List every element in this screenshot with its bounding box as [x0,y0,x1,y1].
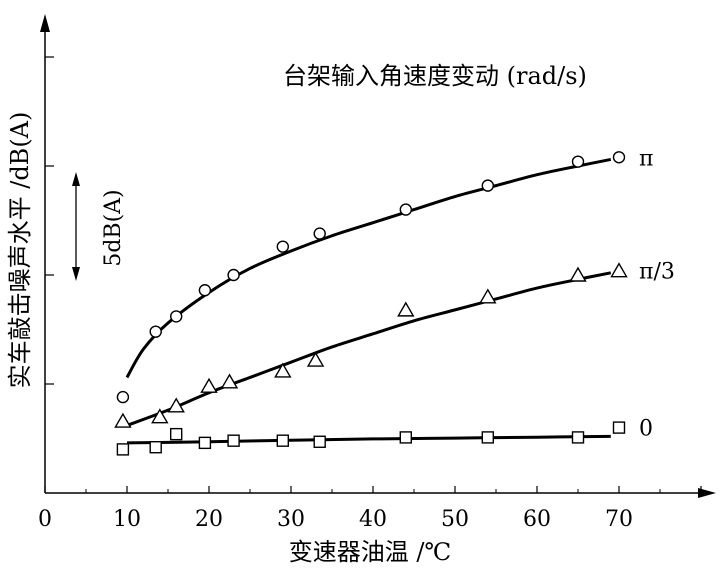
x-tick-label: 60 [523,507,551,532]
data-point-zero [313,435,326,448]
data-point-zero [169,427,183,441]
data-point-zero [198,436,212,450]
x-tick-label: 70 [605,507,633,532]
data-point-pi [169,310,183,323]
data-point-pi [612,151,626,164]
data-point-pi [198,284,212,297]
x-axis-title: 变速器油温 /℃ [289,538,452,566]
data-point-pi-over-3 [220,373,239,389]
fit-curve-pi [125,157,612,379]
data-point-zero [227,434,240,447]
fit-curve-pi-over-3 [126,271,612,427]
data-point-pi-over-3 [610,262,628,278]
data-point-pi [399,203,412,216]
axes [40,14,716,498]
data-point-zero [116,443,130,456]
data-point-pi-over-3 [306,351,325,367]
data-markers: π π/3 0 [114,146,675,456]
data-point-pi-over-3 [479,288,497,304]
fit-curves [125,157,612,445]
data-point-pi [313,227,326,240]
y-axis-title: 实车敲击噪声水平 /dB(A) [6,112,34,389]
data-point-pi-over-3 [200,377,218,393]
x-tick-label: 0 [38,507,52,532]
data-point-pi-over-3 [151,408,169,424]
data-point-pi-over-3 [569,266,587,282]
x-axis-arrow [698,488,716,498]
x-tick-label: 10 [113,507,141,532]
data-point-pi [571,155,585,168]
scale-bar-arrow-up [72,172,80,186]
series-label-pi-over-3: π/3 [639,260,675,285]
series-label-zero: 0 [639,417,653,442]
data-point-pi-over-3 [397,301,415,317]
data-point-pi [116,390,130,404]
x-tick-label: 20 [195,507,223,532]
x-tick-label: 40 [359,507,387,532]
data-point-zero [481,431,494,444]
data-point-pi-over-3 [167,397,185,413]
x-tick-label: 30 [277,507,305,532]
data-point-zero [149,441,162,454]
data-point-zero [612,421,626,434]
data-point-zero [399,431,412,444]
data-point-zero [276,434,289,447]
scale-bar-arrow-down [72,267,80,281]
data-point-zero [571,431,585,444]
legend-title: 台架输入角速度变动 (rad/s) [283,62,587,90]
scale-bar [72,172,80,281]
data-point-pi-over-3 [274,362,292,378]
data-point-pi-over-3 [114,412,132,428]
scale-bar-label: 5dB(A) [101,189,126,266]
data-point-pi [227,268,240,282]
series-label-pi: π [639,146,653,171]
x-tick-label: 50 [441,507,469,532]
y-axis-arrow [40,14,50,32]
y-axis-ticks [45,56,54,385]
data-point-pi [149,325,162,338]
x-axis-ticks: 0 10 20 30 40 50 60 70 [38,486,702,532]
data-point-pi [481,179,494,192]
data-point-pi [276,240,289,253]
